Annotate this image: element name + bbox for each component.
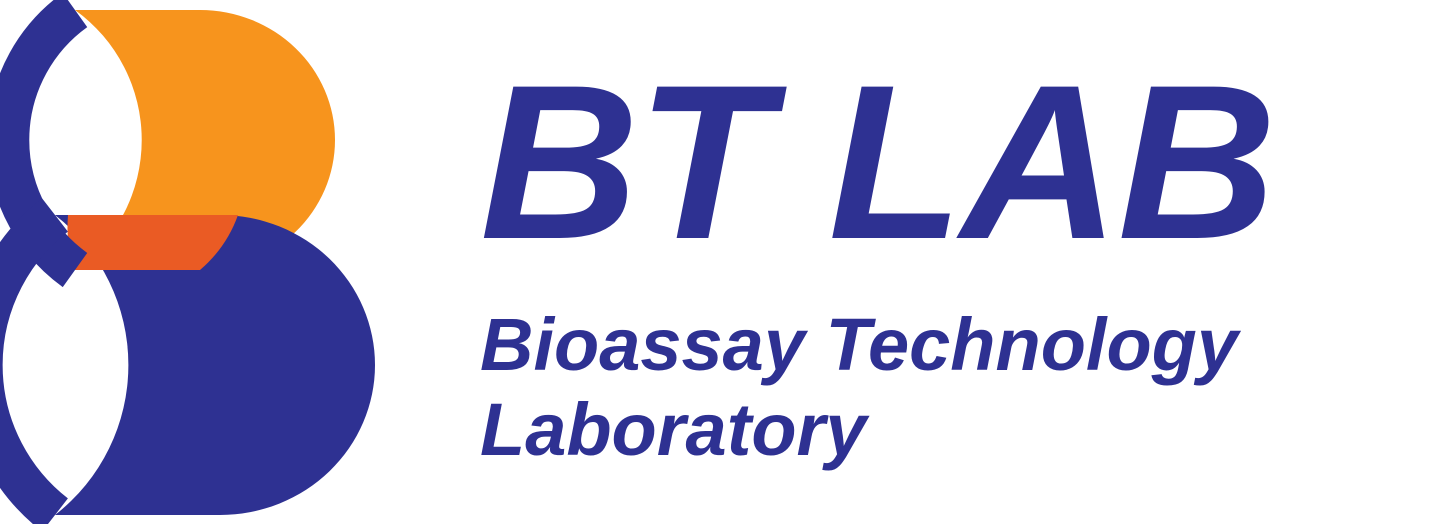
logo-text-block: BT LAB Bioassay Technology Laboratory [480, 52, 1275, 472]
subtitle-line-1: Bioassay Technology [480, 303, 1238, 386]
logo-mark [0, 0, 420, 524]
subtitle-line-2: Laboratory [480, 388, 867, 471]
logo-b-icon [0, 0, 420, 524]
brand-main-title: BT LAB [480, 52, 1275, 272]
logo-container: BT LAB Bioassay Technology Laboratory [0, 0, 1445, 524]
brand-subtitle: Bioassay Technology Laboratory [480, 302, 1275, 472]
